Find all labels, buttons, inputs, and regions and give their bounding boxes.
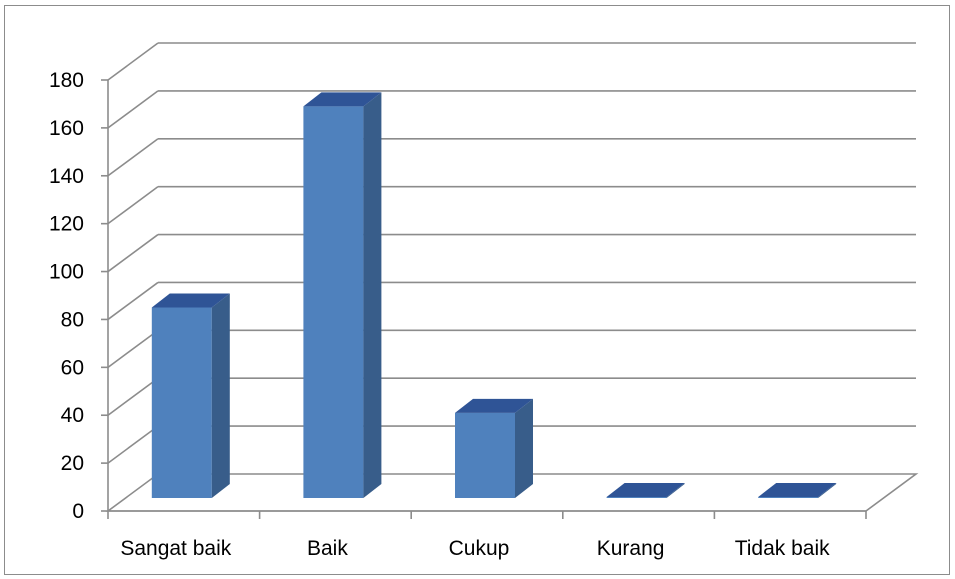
gridline-diagonal xyxy=(107,90,159,129)
bar xyxy=(606,497,667,498)
bar xyxy=(758,497,819,498)
bar xyxy=(455,412,515,498)
y-tick-label: 40 xyxy=(61,404,84,427)
bar-side xyxy=(211,293,230,498)
bar-top xyxy=(303,92,382,107)
bar-side xyxy=(818,483,837,498)
x-tick-label: Cukup xyxy=(449,537,510,560)
bar xyxy=(151,307,212,498)
bar-side xyxy=(363,92,382,498)
y-tick-label: 140 xyxy=(49,165,84,188)
gridline-diagonal xyxy=(107,186,159,225)
y-tick-label: 20 xyxy=(61,452,84,475)
x-tick-label: Baik xyxy=(307,537,348,560)
bar-side xyxy=(515,398,533,498)
y-tick-label: 180 xyxy=(49,69,84,92)
y-tick-label: 60 xyxy=(61,356,84,379)
bar-side xyxy=(666,483,685,498)
gridline-diagonal xyxy=(107,233,159,273)
bar-top xyxy=(758,483,837,497)
y-tick-label: 0 xyxy=(72,500,84,523)
bar-top xyxy=(151,293,230,308)
x-tick-label: Sangat baik xyxy=(120,537,231,560)
bar xyxy=(303,106,364,498)
gridline-diagonal xyxy=(107,42,159,81)
gridline-diagonal xyxy=(107,329,159,368)
x-tick-label: Kurang xyxy=(597,537,665,560)
y-tick-label: 160 xyxy=(49,117,84,140)
bar-top xyxy=(606,483,685,497)
bar-top xyxy=(455,398,533,413)
gridline-diagonal xyxy=(107,138,159,177)
gridline-diagonal xyxy=(107,425,159,464)
y-tick-label: 80 xyxy=(61,308,84,331)
x-tick-label: Tidak baik xyxy=(735,537,830,560)
y-tick-label: 120 xyxy=(49,213,84,236)
y-tick-label: 100 xyxy=(49,261,84,284)
gridline-diagonal xyxy=(107,377,159,416)
gridline-diagonal xyxy=(107,281,159,321)
